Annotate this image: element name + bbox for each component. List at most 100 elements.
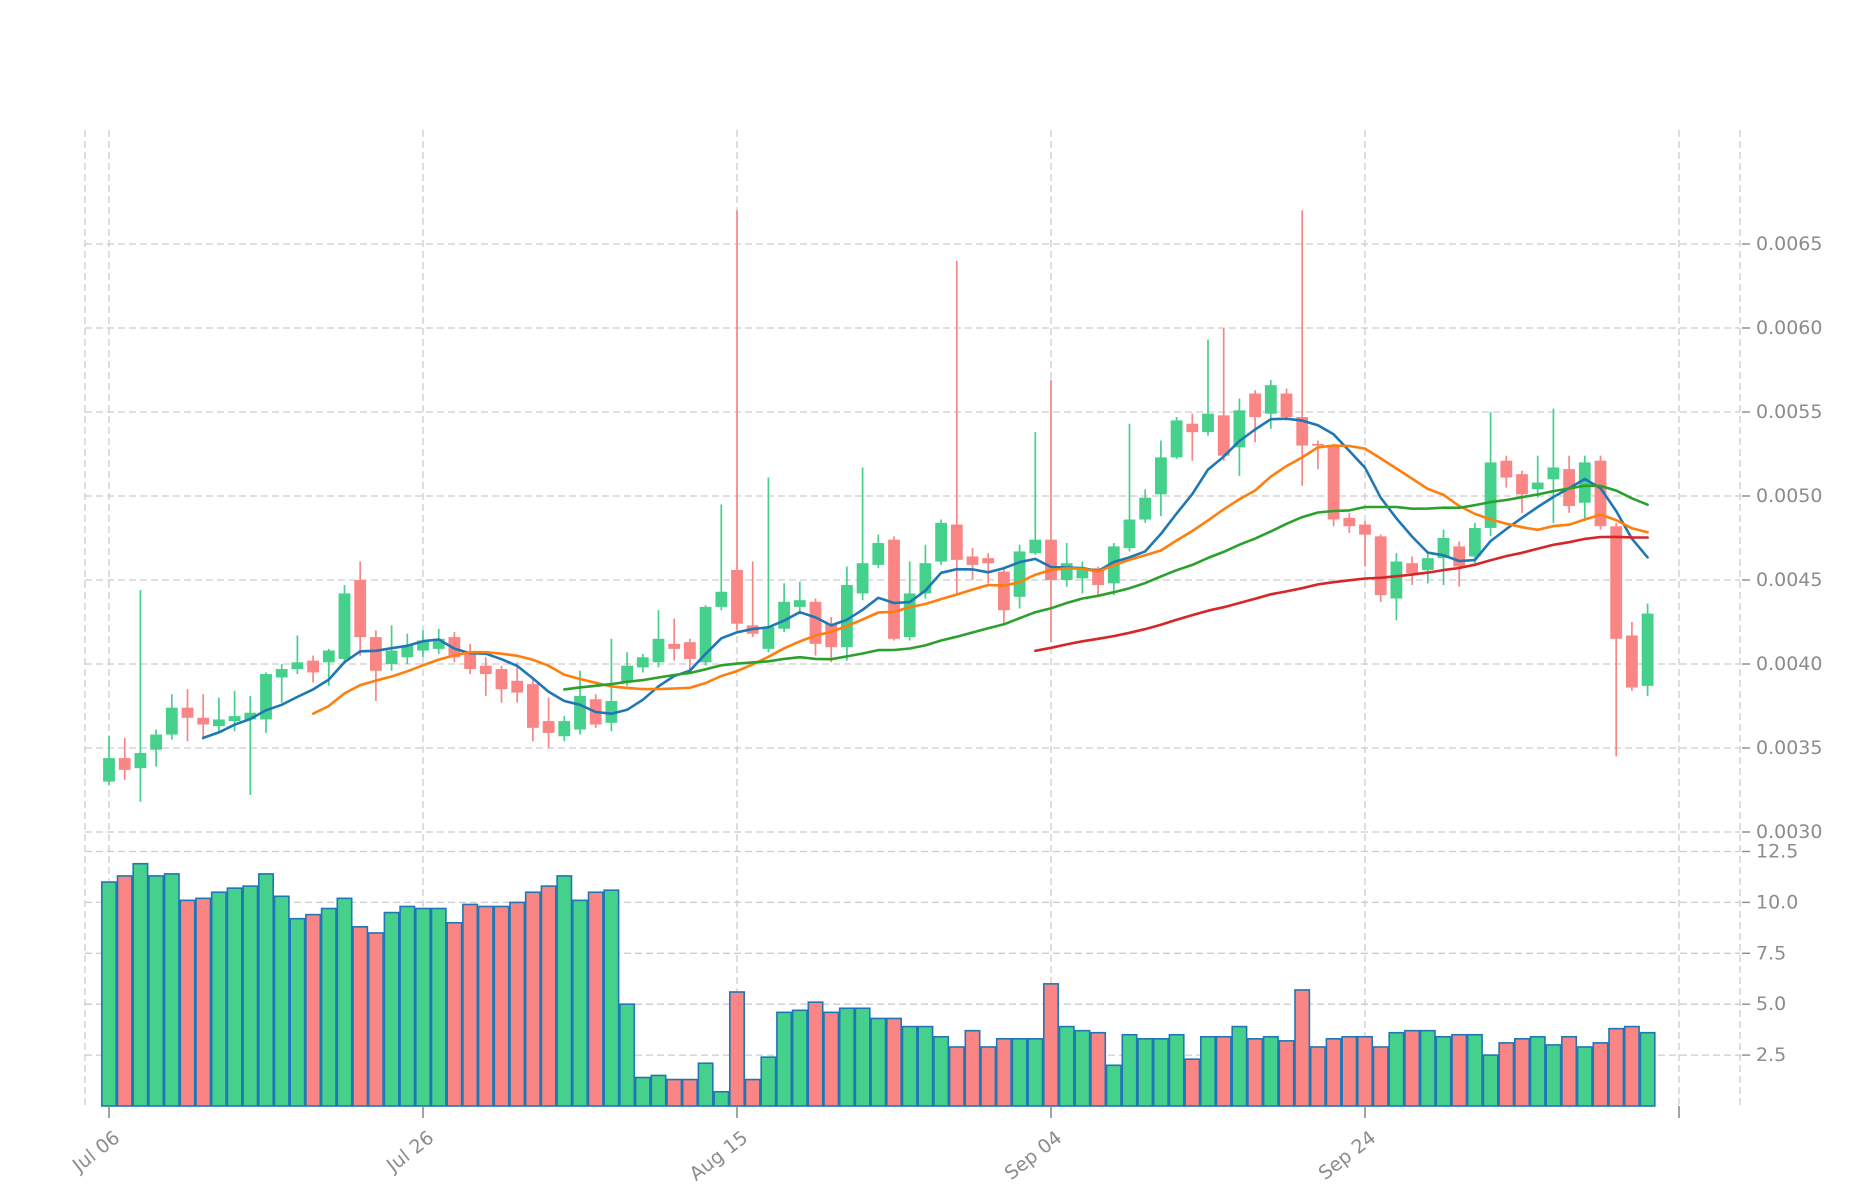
candle-body (903, 593, 916, 638)
candle-body (197, 717, 210, 725)
candle-body (527, 684, 539, 728)
volume-bar (807, 1001, 824, 1107)
candle-body (1374, 536, 1387, 596)
price-tick-label: 0.0030 (1756, 821, 1822, 843)
candle-body (275, 669, 288, 678)
volume-bar (556, 875, 573, 1107)
candle-body (354, 580, 367, 638)
volume-bar (1121, 1033, 1138, 1107)
volume-bar (823, 1011, 840, 1107)
volume-bar (603, 889, 620, 1107)
volume-bar (1529, 1035, 1546, 1107)
candle-body (825, 623, 838, 648)
candle-body (1453, 546, 1466, 567)
candle-body (888, 539, 900, 639)
volume-bar (163, 873, 180, 1107)
candle-body (385, 650, 398, 664)
price-tick-label: 0.0050 (1756, 485, 1822, 507)
candle-body (401, 645, 414, 658)
volume-bar (885, 1017, 902, 1107)
volume-bar (1058, 1025, 1075, 1107)
volume-bar (1561, 1035, 1578, 1107)
candle-body (919, 563, 932, 594)
candle-body (1202, 413, 1214, 433)
volume-bar (148, 875, 165, 1107)
candle-body (511, 680, 524, 693)
candle-body (1531, 482, 1544, 490)
candle-body (1249, 393, 1261, 418)
candle-body (715, 591, 728, 607)
candle-body (244, 712, 257, 720)
candle-body (1359, 524, 1371, 535)
volume-bar (933, 1035, 950, 1107)
volume-bar (116, 875, 133, 1107)
candle-body (417, 640, 429, 651)
candle-body (1139, 497, 1152, 520)
volume-bar (1043, 983, 1060, 1107)
volume-bar (1325, 1038, 1342, 1107)
price-tick-label: 0.0060 (1756, 317, 1822, 339)
candle-body (1280, 393, 1293, 418)
volume-bar (305, 913, 322, 1107)
volume-bar (336, 897, 353, 1107)
candle-body (1217, 415, 1230, 456)
candle-body (291, 662, 304, 670)
volume-bar (524, 891, 541, 1107)
volume-bar (446, 921, 463, 1107)
candle-body (1327, 445, 1340, 520)
candle-body (228, 716, 241, 722)
volume-bar (1514, 1038, 1531, 1107)
candle-body (1076, 568, 1089, 579)
volume-bar (995, 1038, 1012, 1107)
volume-bar (509, 901, 526, 1107)
volume-bar (1184, 1058, 1201, 1107)
volume-bar (383, 911, 400, 1107)
volume-bar (257, 873, 274, 1107)
candle-body (495, 669, 508, 690)
ma30-line (562, 484, 1649, 691)
volume-bar (980, 1046, 997, 1107)
volume-bar (462, 903, 479, 1107)
volume-bar (273, 895, 290, 1107)
candle-body (370, 637, 382, 671)
volume-bar (791, 1009, 808, 1107)
volume-bar (760, 1056, 777, 1107)
candle-body (1155, 457, 1167, 495)
candle-body (165, 707, 178, 735)
candle-body (118, 758, 131, 770)
volume-bar (1592, 1042, 1609, 1107)
volume-bar (744, 1078, 761, 1107)
volume-bar (210, 891, 227, 1107)
candle-body (1484, 462, 1497, 528)
volume-bar (1388, 1031, 1405, 1107)
candle-body (1170, 420, 1183, 458)
candle-body (181, 707, 194, 718)
ma60-line (1034, 535, 1649, 653)
volume-bar (540, 885, 557, 1107)
candle-body (731, 569, 743, 624)
volume-bar (1372, 1046, 1389, 1107)
volume-bar (901, 1025, 918, 1107)
volume-bars (101, 862, 1656, 1107)
volume-bar (838, 1007, 855, 1107)
volume-bar (1278, 1040, 1295, 1107)
volume-bar (1137, 1038, 1154, 1107)
candle-body (103, 758, 115, 782)
volume-bar (634, 1076, 651, 1107)
volume-bar (587, 891, 604, 1107)
candle-body (479, 665, 492, 675)
candle-body (841, 585, 853, 648)
volume-bar (697, 1062, 714, 1107)
candle-body (1092, 568, 1104, 586)
volume-bar (1105, 1064, 1122, 1107)
volume-bar (1435, 1035, 1452, 1107)
volume-bar (1200, 1035, 1217, 1107)
volume-bar (1090, 1031, 1107, 1107)
candle-body (793, 600, 806, 607)
price-tick-label: 0.0035 (1756, 737, 1822, 759)
volume-tick-label: 2.5 (1756, 1044, 1786, 1066)
candle-body (699, 606, 712, 663)
volume-bar (1152, 1038, 1169, 1107)
volume-bar (1027, 1038, 1044, 1107)
